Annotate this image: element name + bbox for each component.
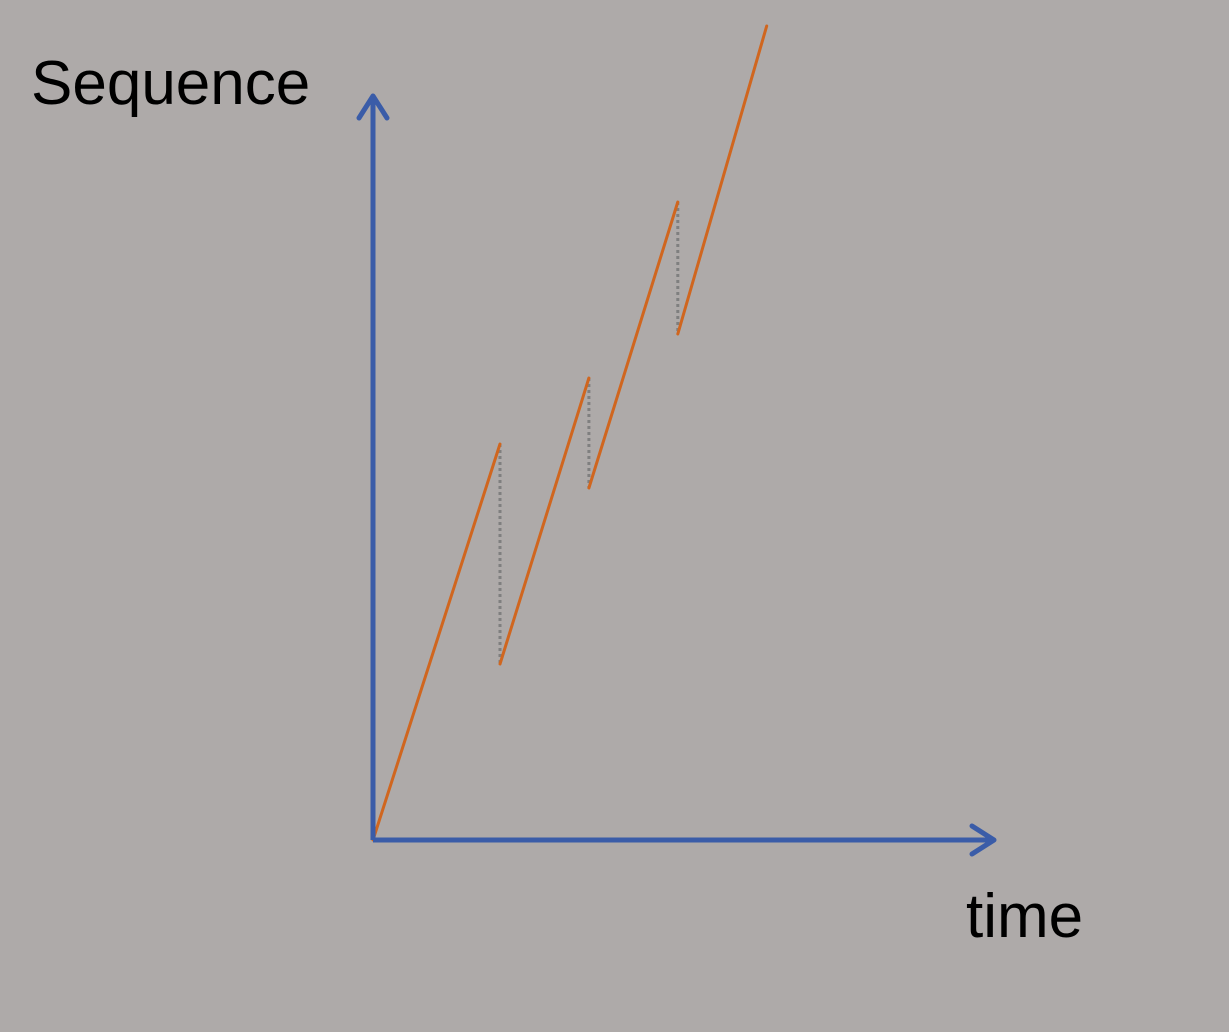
axes	[356, 93, 997, 857]
x-axis-arrowhead	[969, 823, 997, 857]
y-axis-arrowhead	[356, 93, 390, 121]
sequence-segments	[371, 24, 769, 842]
y-axis-label: Sequence	[31, 49, 311, 118]
sequence-segment-2	[498, 376, 591, 666]
sequence-segment-4	[676, 24, 769, 336]
sequence-segment-3	[587, 200, 680, 490]
x-axis-label: time	[966, 882, 1084, 951]
sequence-segment-1	[371, 442, 502, 842]
gap-lines	[498, 202, 680, 664]
